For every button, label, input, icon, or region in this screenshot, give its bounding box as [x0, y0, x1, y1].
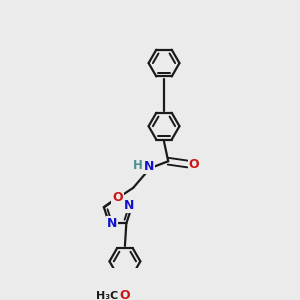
Text: N: N — [107, 217, 117, 230]
Text: O: O — [189, 158, 199, 170]
Text: N: N — [124, 199, 135, 212]
Text: O: O — [120, 289, 130, 300]
Text: H: H — [133, 160, 143, 172]
Text: H₃C: H₃C — [96, 291, 119, 300]
Text: O: O — [112, 190, 123, 204]
Text: N: N — [143, 160, 154, 173]
